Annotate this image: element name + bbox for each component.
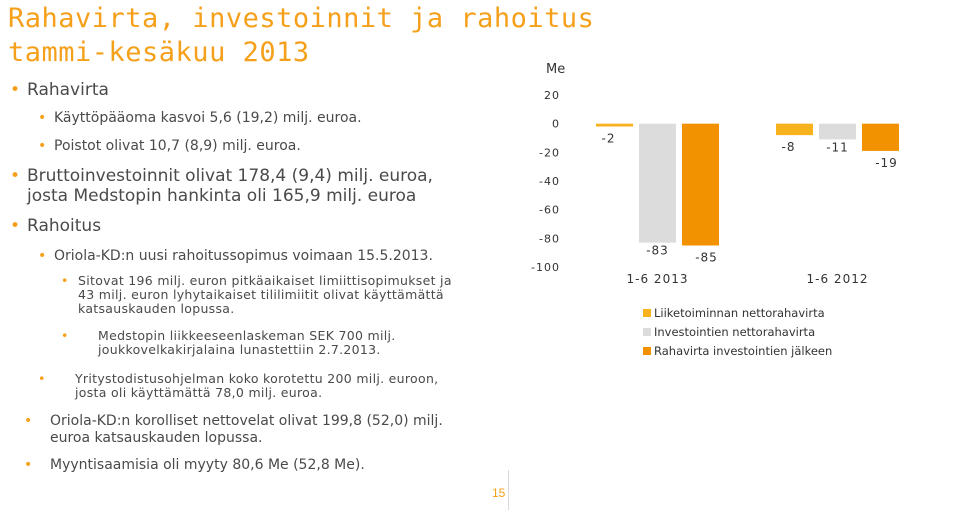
bullet-text: Rahoitus bbox=[27, 216, 102, 236]
bar-0-0 bbox=[596, 123, 633, 127]
bullet-text: Myyntisaamisia oli myyty 80,6 Me (52,8 M… bbox=[50, 457, 365, 473]
bullet-text: Käyttöpääoma kasvoi 5,6 (19,2) milj. eur… bbox=[54, 110, 362, 126]
bullet-item: • Yritystodistusohjelman koko korotettu 2… bbox=[38, 372, 438, 386]
y-tick-label: -40 bbox=[539, 175, 560, 188]
bullet-item: • Medstopin liikkeeseenlaskeman SEK 700 m… bbox=[61, 329, 396, 343]
bullet-text: Rahavirta bbox=[27, 80, 109, 100]
bar-data-label: -83 bbox=[646, 244, 669, 258]
legend-swatch bbox=[643, 347, 651, 355]
bullet-item: • Poistot olivat 10,7 (8,9) milj. euroa. bbox=[38, 138, 301, 155]
bullet-dot-icon: • bbox=[38, 248, 47, 264]
bar-2-0 bbox=[682, 123, 719, 246]
title-line-1: Rahavirta, investoinnit ja rahoitus bbox=[8, 3, 595, 34]
bullet-text: Poistot olivat 10,7 (8,9) milj. euroa. bbox=[54, 138, 301, 154]
bullet-continuation: katsauskauden lopussa. bbox=[78, 301, 235, 316]
bullet-item: • Myyntisaamisia oli myyty 80,6 Me (52,8 … bbox=[10, 457, 365, 474]
bullet-dot-icon: • bbox=[61, 328, 69, 343]
bullet-text: Oriola-KD:n korolliset nettovelat olivat… bbox=[50, 413, 443, 429]
bullet-item: • Rahavirta bbox=[10, 80, 109, 100]
legend-item-2: Rahavirta investointien jälkeen bbox=[643, 344, 832, 358]
bullet-dot-icon: • bbox=[38, 371, 46, 386]
bullet-dot-icon: • bbox=[61, 273, 69, 288]
bullet-continuation: euroa katsauskauden lopussa. bbox=[50, 430, 263, 446]
bullet-item: • Rahoitus bbox=[10, 216, 101, 236]
bullet-text: Medstopin liikkeeseenlaskeman SEK 700 mi… bbox=[98, 328, 396, 343]
page-number: 15 bbox=[492, 486, 506, 500]
bullet-dot-icon: • bbox=[10, 166, 21, 186]
y-tick-label: 0 bbox=[552, 118, 560, 131]
bar-data-label: -85 bbox=[695, 251, 718, 265]
bullet-text: Yritystodistusohjelman koko korotettu 20… bbox=[75, 371, 439, 386]
y-tick-label: -80 bbox=[539, 232, 560, 245]
y-tick-label: -100 bbox=[531, 261, 560, 274]
legend-item-1: Investointien nettorahavirta bbox=[643, 325, 815, 339]
bullet-item: • Sitovat 196 milj. euron pitkäaikaiset l… bbox=[61, 274, 452, 288]
slide-title: Rahavirta, investoinnit ja rahoitus tamm… bbox=[8, 2, 648, 70]
cash-flow-bar-chart: Me 20 0 -20 -40 -60 -80 -100 -2 -8 -83 -11 -85 -19 1-6… bbox=[531, 62, 899, 286]
bullet-continuation: 43 milj. euron lyhytaikaiset tililimiiti… bbox=[78, 287, 444, 302]
x-category-label: 1-6 2012 bbox=[807, 272, 869, 286]
bullet-dot-icon: • bbox=[38, 138, 47, 154]
bar-2-1 bbox=[862, 123, 899, 151]
bullet-dot-icon: • bbox=[10, 216, 21, 236]
bullet-continuation: josta oli käyttämättä 78,0 milj. euroa. bbox=[75, 385, 323, 400]
legend-label: Rahavirta investointien jälkeen bbox=[654, 344, 833, 358]
legend-label: Investointien nettorahavirta bbox=[654, 325, 816, 339]
bullet-text: Bruttoinvestoinnit olivat 178,4 (9,4) mi… bbox=[27, 166, 433, 186]
bullet-item: • Käyttöpääoma kasvoi 5,6 (19,2) milj. eu… bbox=[38, 110, 362, 127]
x-category-label: 1-6 2013 bbox=[627, 272, 689, 286]
bullet-dot-icon: • bbox=[24, 413, 33, 429]
bar-1-0 bbox=[639, 123, 676, 243]
bullet-text: Oriola-KD:n uusi rahoitussopimus voimaan… bbox=[54, 248, 433, 264]
legend-swatch bbox=[643, 309, 651, 317]
bullet-item: • Oriola-KD:n korolliset nettovelat oliva… bbox=[10, 413, 443, 430]
bar-data-label: -2 bbox=[602, 132, 616, 146]
bullet-text: Sitovat 196 milj. euron pitkäaikaiset li… bbox=[78, 273, 452, 288]
y-axis-unit-label: Me bbox=[546, 62, 565, 77]
y-tick-label: -20 bbox=[539, 146, 560, 159]
legend-swatch bbox=[643, 328, 651, 336]
divider-line bbox=[508, 470, 509, 510]
bullet-continuation: josta Medstopin hankinta oli 165,9 milj.… bbox=[27, 186, 417, 206]
bar-data-label: -8 bbox=[782, 140, 796, 154]
legend-item-0: Liiketoiminnan nettorahavirta bbox=[643, 306, 825, 320]
bullet-dot-icon: • bbox=[38, 110, 47, 126]
legend-label: Liiketoiminnan nettorahavirta bbox=[654, 306, 825, 320]
bullet-dot-icon: • bbox=[10, 80, 21, 100]
bullet-dot-icon: • bbox=[24, 457, 33, 473]
bullet-item: • Oriola-KD:n uusi rahoitussopimus voimaa… bbox=[38, 248, 433, 265]
y-tick-label: 20 bbox=[544, 89, 560, 102]
y-tick-label: -60 bbox=[539, 204, 560, 217]
title-line-2: tammi-kesäkuu 2013 bbox=[8, 37, 310, 68]
bar-data-label: -11 bbox=[826, 140, 849, 154]
bar-0-1 bbox=[776, 123, 813, 136]
bar-data-label: -19 bbox=[875, 156, 898, 170]
bar-1-1 bbox=[819, 123, 856, 140]
bullet-item: • Bruttoinvestoinnit olivat 178,4 (9,4) m… bbox=[10, 166, 433, 186]
bullet-continuation: joukkovelkakirjalaina lunastettiin 2.7.2… bbox=[98, 342, 381, 357]
